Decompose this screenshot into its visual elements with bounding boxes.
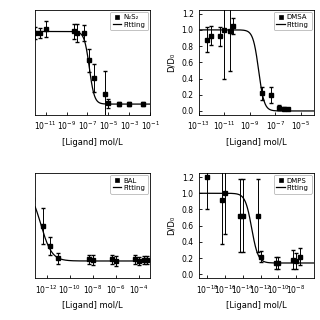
Y-axis label: D/D₀: D/D₀: [167, 53, 176, 72]
Y-axis label: D/D₀: D/D₀: [167, 216, 176, 235]
Legend: DMPS, Fitting: DMPS, Fitting: [274, 175, 311, 194]
X-axis label: [Ligand] mol/L: [Ligand] mol/L: [62, 301, 123, 310]
Legend: BAL, Fitting: BAL, Fitting: [110, 175, 148, 194]
X-axis label: [Ligand] mol/L: [Ligand] mol/L: [62, 138, 123, 147]
Legend: DMSA, Fitting: DMSA, Fitting: [274, 12, 311, 30]
X-axis label: [Ligand] mol/L: [Ligand] mol/L: [226, 138, 286, 147]
Legend: N₂S₂, Fitting: N₂S₂, Fitting: [110, 12, 148, 30]
X-axis label: [Ligand] mol/L: [Ligand] mol/L: [226, 301, 286, 310]
